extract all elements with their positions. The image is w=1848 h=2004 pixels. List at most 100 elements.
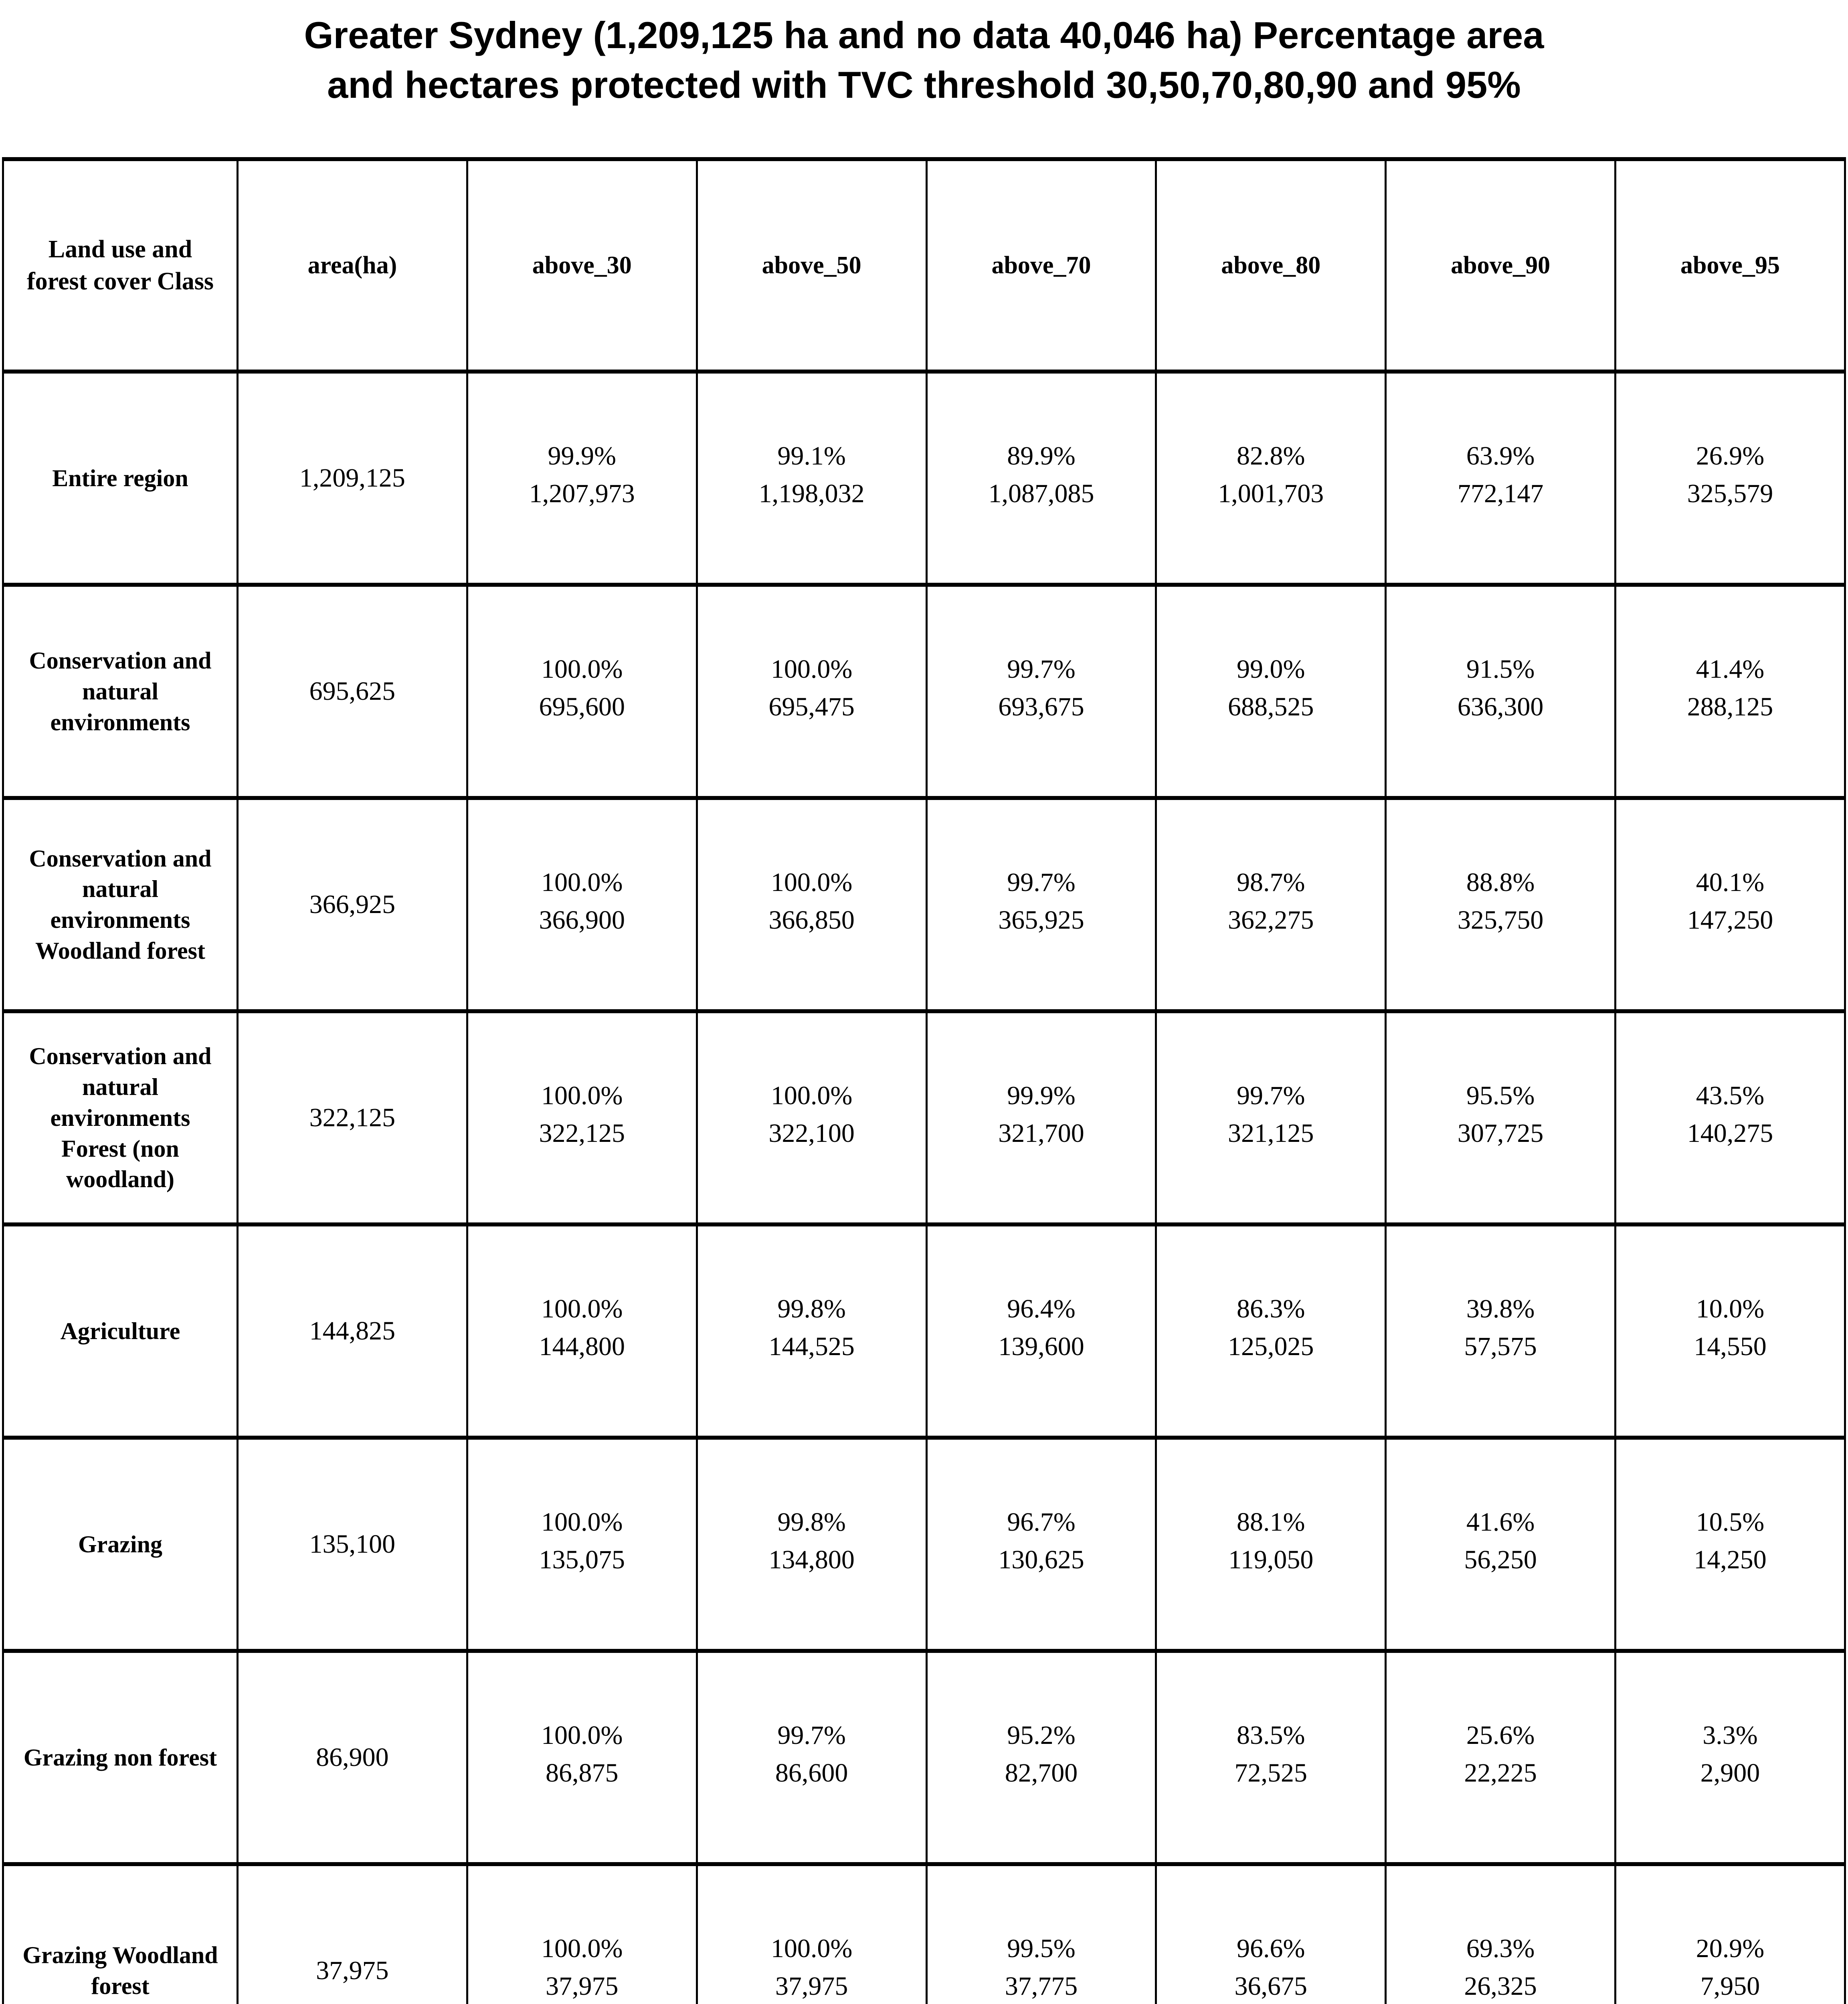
percent-value: 95.5% — [1466, 1081, 1535, 1111]
area-cell: 366,925 — [237, 796, 468, 1014]
data-cell: 99.8% 144,525 — [696, 1222, 928, 1440]
data-cell: 10.5% 14,250 — [1614, 1436, 1846, 1653]
data-cell: 96.7% 130,625 — [925, 1436, 1157, 1653]
hectares-value: 695,475 — [768, 692, 855, 722]
percent-value: 96.7% — [1007, 1507, 1076, 1537]
data-cell: 100.0% 322,100 — [696, 1009, 928, 1227]
data-cell: 69.3% 26,325 — [1385, 1862, 1617, 2004]
data-cell: 63.9% 772,147 — [1385, 370, 1617, 587]
percent-value: 99.8% — [777, 1507, 846, 1537]
data-cell: 40.1% 147,250 — [1614, 796, 1846, 1014]
hectares-value: 772,147 — [1457, 479, 1544, 509]
hectares-value: 86,600 — [775, 1758, 848, 1788]
percent-value: 100.0% — [770, 1934, 853, 1964]
percent-value: 100.0% — [541, 868, 623, 897]
data-cell: 95.2% 82,700 — [925, 1649, 1157, 1867]
table-row: Grazing non forest 86,900 100.0% 86,875 9… — [2, 1649, 1846, 1867]
column-header-above-30: above_30 — [466, 157, 698, 374]
hectares-value: 135,075 — [539, 1545, 625, 1575]
area-cell: 135,100 — [237, 1436, 468, 1653]
hectares-value: 130,625 — [998, 1545, 1084, 1575]
percent-value: 100.0% — [541, 655, 623, 684]
header-row: Land use and forest cover Class area(ha)… — [2, 157, 1846, 374]
percent-value: 69.3% — [1466, 1934, 1535, 1964]
data-cell: 25.6% 22,225 — [1385, 1649, 1617, 1867]
data-cell: 100.0% 37,975 — [696, 1862, 928, 2004]
data-cell: 100.0% 695,475 — [696, 583, 928, 800]
column-header-area: area(ha) — [237, 157, 468, 374]
row-label-cell: Grazing non forest — [2, 1649, 239, 1867]
percent-value: 99.0% — [1237, 655, 1305, 684]
data-cell: 89.9% 1,087,085 — [925, 370, 1157, 587]
hectares-value: 1,198,032 — [758, 479, 865, 509]
data-cell: 99.5% 37,775 — [925, 1862, 1157, 2004]
hectares-value: 365,925 — [998, 905, 1084, 935]
hectares-value: 321,125 — [1228, 1119, 1314, 1148]
hectares-value: 325,750 — [1457, 905, 1544, 935]
data-cell: 99.9% 1,207,973 — [466, 370, 698, 587]
data-cell: 99.0% 688,525 — [1155, 583, 1387, 800]
data-cell: 83.5% 72,525 — [1155, 1649, 1387, 1867]
table-row: Grazing Woodland forest 37,975 100.0% 37,… — [2, 1862, 1846, 2004]
page-title: Greater Sydney (1,209,125 ha and no data… — [0, 0, 1848, 110]
percent-value: 99.1% — [777, 441, 846, 471]
percent-value: 99.7% — [1007, 868, 1076, 897]
table-row: Grazing 135,100 100.0% 135,075 99.8% 134,8… — [2, 1436, 1846, 1653]
percent-value: 99.7% — [1237, 1081, 1305, 1111]
row-label-cell: Conservation and natural environments Fo… — [2, 1009, 239, 1227]
data-cell: 99.7% 693,675 — [925, 583, 1157, 800]
hectares-value: 1,207,973 — [529, 479, 635, 509]
percent-value: 89.9% — [1007, 441, 1076, 471]
percent-value: 99.9% — [548, 441, 616, 471]
hectares-value: 322,100 — [768, 1119, 855, 1148]
hectares-value: 1,087,085 — [988, 479, 1094, 509]
percent-value: 96.4% — [1007, 1294, 1076, 1324]
percent-value: 98.7% — [1237, 868, 1305, 897]
hectares-value: 26,325 — [1464, 1972, 1537, 2001]
data-cell: 20.9% 7,950 — [1614, 1862, 1846, 2004]
percent-value: 100.0% — [541, 1934, 623, 1964]
hectares-value: 362,275 — [1228, 905, 1314, 935]
percent-value: 10.0% — [1696, 1294, 1765, 1324]
hectares-value: 2,900 — [1700, 1758, 1760, 1788]
data-cell: 99.7% 365,925 — [925, 796, 1157, 1014]
data-cell: 100.0% 366,850 — [696, 796, 928, 1014]
hectares-value: 14,550 — [1694, 1332, 1767, 1362]
percent-value: 41.6% — [1466, 1507, 1535, 1537]
hectares-value: 321,700 — [998, 1119, 1084, 1148]
percent-value: 40.1% — [1696, 868, 1765, 897]
data-cell: 41.4% 288,125 — [1614, 583, 1846, 800]
percent-value: 99.5% — [1007, 1934, 1076, 1964]
data-cell: 98.7% 362,275 — [1155, 796, 1387, 1014]
data-cell: 96.6% 36,675 — [1155, 1862, 1387, 2004]
column-header-above-95: above_95 — [1614, 157, 1846, 374]
hectares-value: 366,900 — [539, 905, 625, 935]
data-cell: 10.0% 14,550 — [1614, 1222, 1846, 1440]
hectares-value: 147,250 — [1687, 905, 1773, 935]
table-row: Agriculture 144,825 100.0% 144,800 99.8% 1… — [2, 1222, 1846, 1440]
data-cell: 100.0% 37,975 — [466, 1862, 698, 2004]
data-cell: 41.6% 56,250 — [1385, 1436, 1617, 1653]
row-label-cell: Grazing — [2, 1436, 239, 1653]
data-cell: 100.0% 695,600 — [466, 583, 698, 800]
hectares-value: 140,275 — [1687, 1119, 1773, 1148]
hectares-value: 57,575 — [1464, 1332, 1537, 1362]
data-cell: 86.3% 125,025 — [1155, 1222, 1387, 1440]
percent-value: 95.2% — [1007, 1721, 1076, 1750]
data-cell: 100.0% 86,875 — [466, 1649, 698, 1867]
data-cell: 88.1% 119,050 — [1155, 1436, 1387, 1653]
row-label-cell: Agriculture — [2, 1222, 239, 1440]
row-label-cell: Conservation and natural environments Wo… — [2, 796, 239, 1014]
area-cell: 695,625 — [237, 583, 468, 800]
column-header-above-90: above_90 — [1385, 157, 1617, 374]
hectares-value: 636,300 — [1457, 692, 1544, 722]
data-cell: 95.5% 307,725 — [1385, 1009, 1617, 1227]
data-cell: 99.1% 1,198,032 — [696, 370, 928, 587]
percent-value: 100.0% — [541, 1294, 623, 1324]
data-cell: 99.7% 86,600 — [696, 1649, 928, 1867]
hectares-value: 14,250 — [1694, 1545, 1767, 1575]
area-cell: 37,975 — [237, 1862, 468, 2004]
row-label-cell: Grazing Woodland forest — [2, 1862, 239, 2004]
hectares-value: 82,700 — [1005, 1758, 1078, 1788]
hectares-value: 86,875 — [546, 1758, 619, 1788]
